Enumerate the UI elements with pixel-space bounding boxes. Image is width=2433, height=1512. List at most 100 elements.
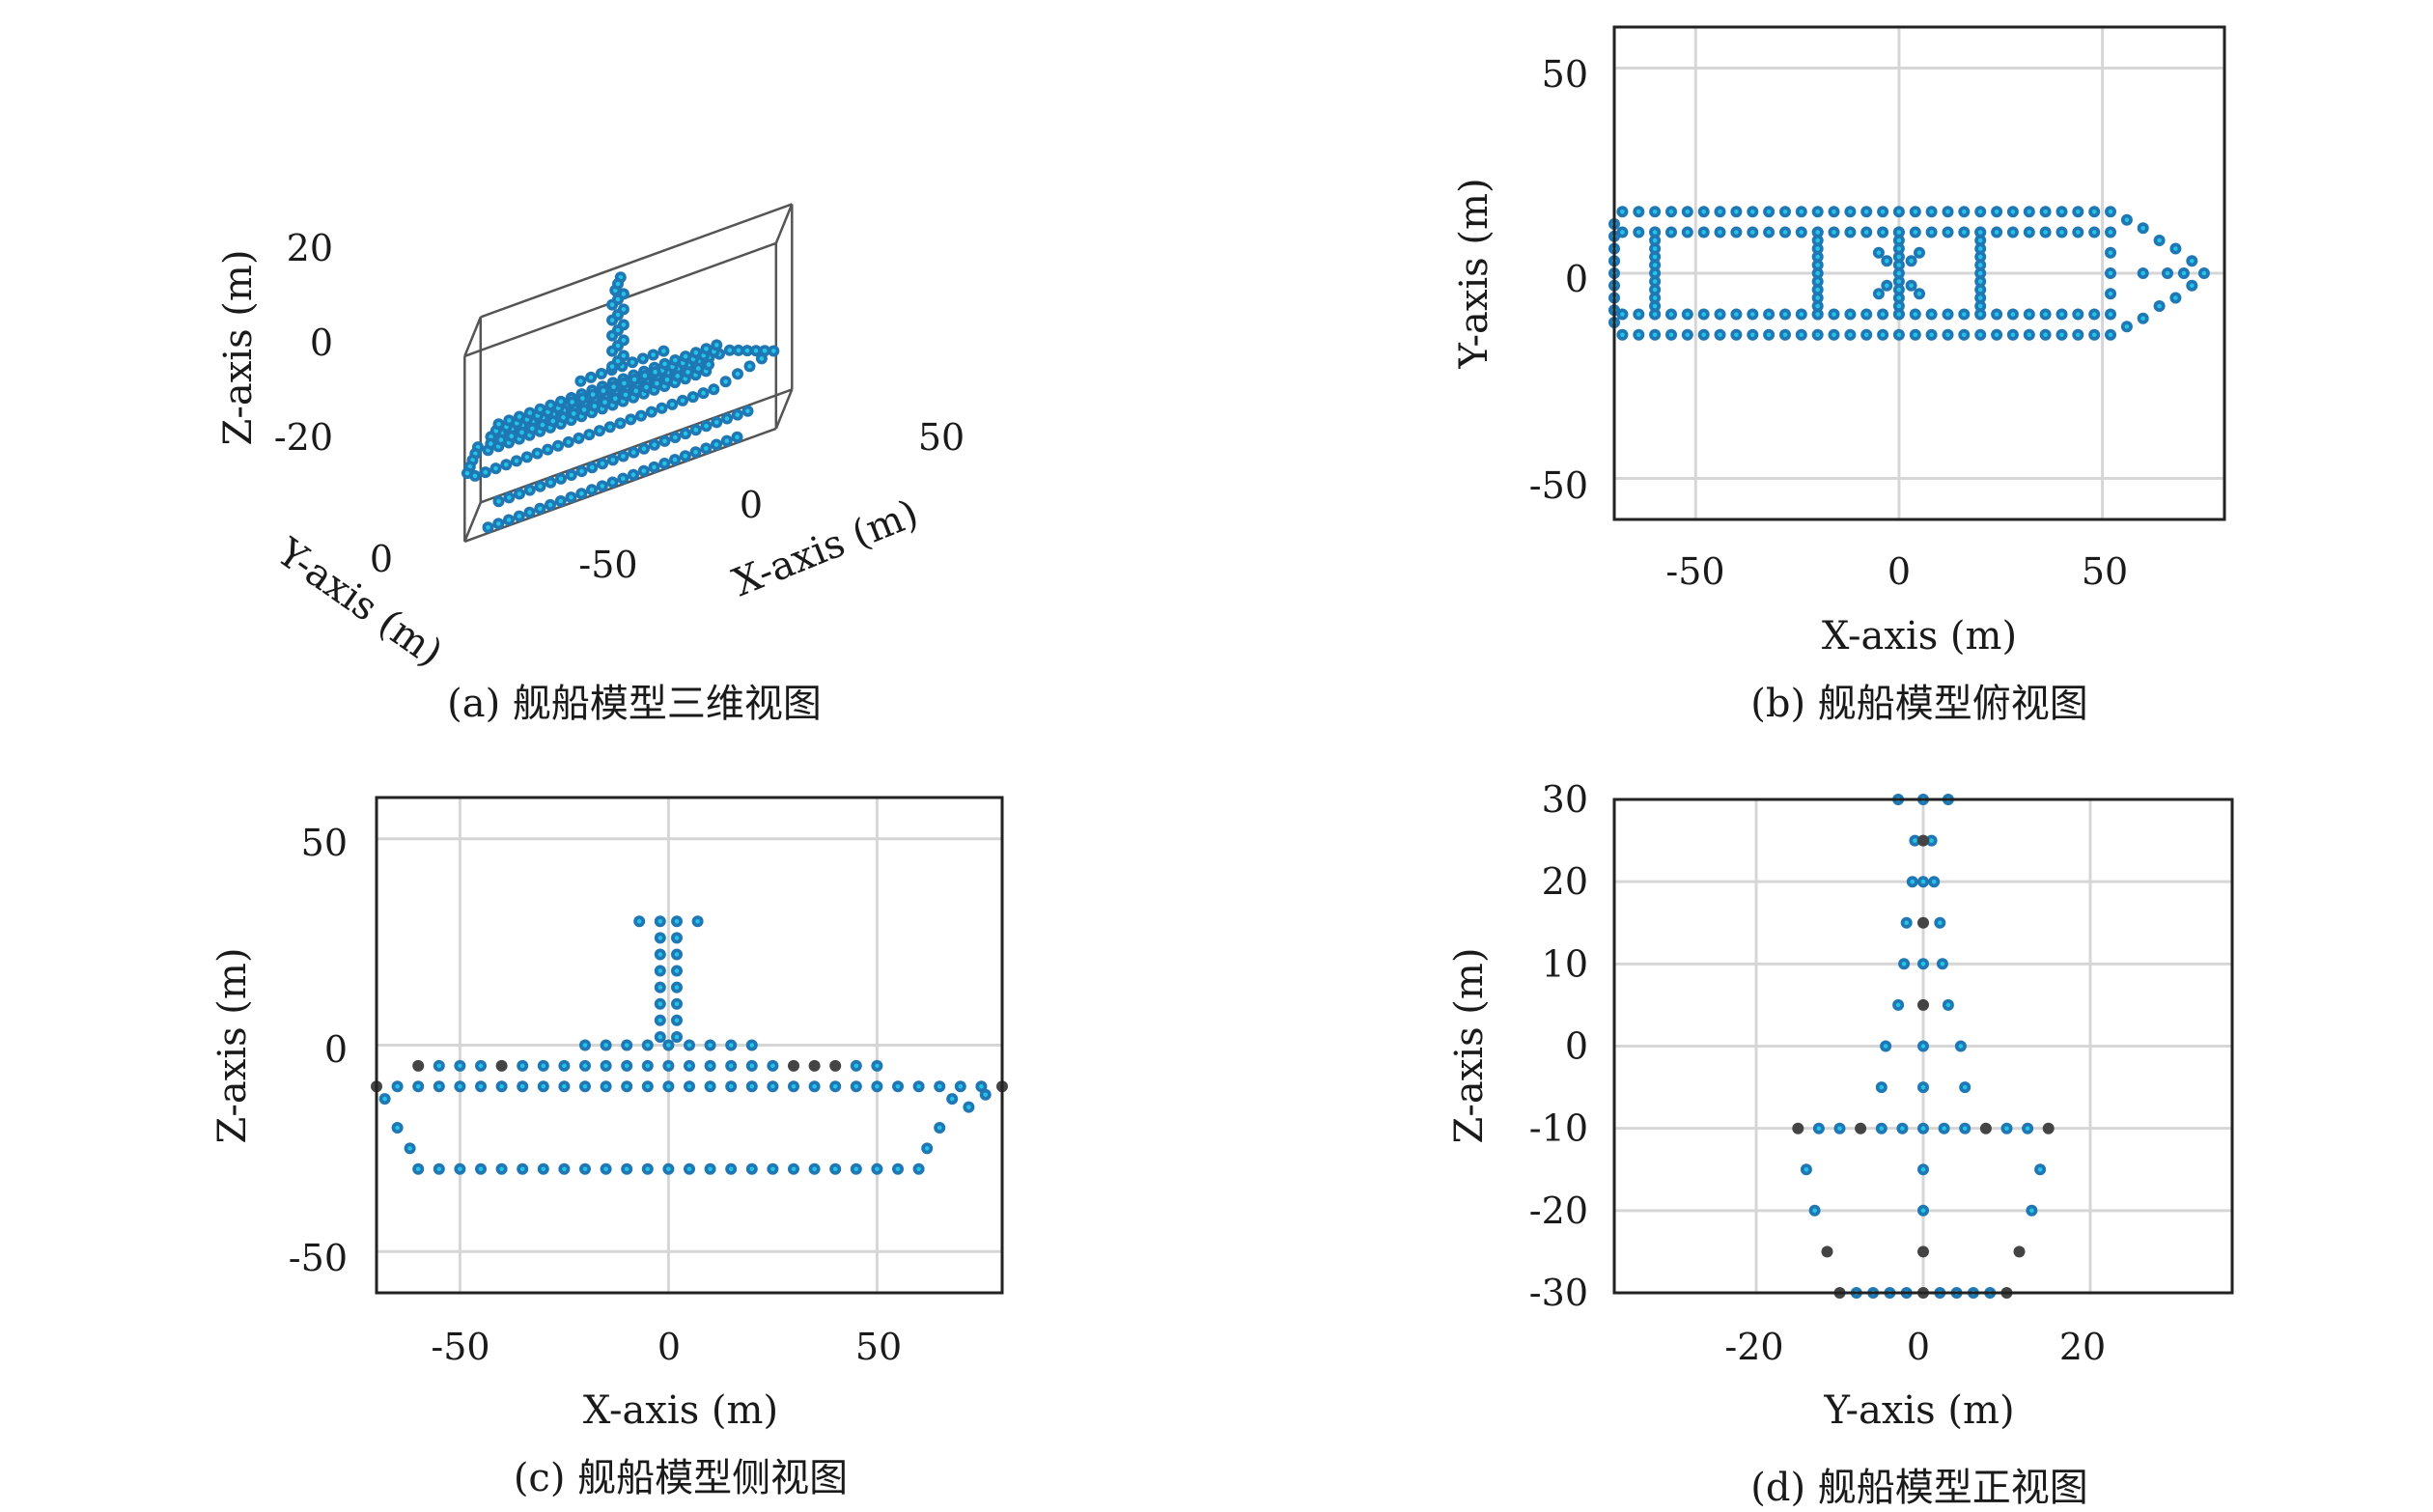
front-point [1925,834,1938,847]
ship-point [565,491,577,504]
side-super-point [725,1039,738,1051]
top-point [1665,308,1677,321]
plot-frame [375,796,1004,1295]
side-upper-point [871,1059,883,1072]
ship-point [575,465,588,478]
ship-point [719,376,732,388]
top-bar-point [1649,259,1662,271]
ship-point [585,371,598,383]
side-keel-point [517,1162,529,1175]
ship-point [638,370,651,382]
ship-point [606,314,619,326]
ship-point [731,408,743,421]
side-keel-point [454,1162,466,1175]
front-point [1880,1040,1892,1052]
top-bar-point [1811,242,1824,255]
ship-point [700,442,713,455]
side-deck-point [892,1080,904,1093]
x-axis-label: Y-axis (m) [1823,1388,2014,1433]
top-bar-point [1649,284,1662,295]
top-point [1991,226,2003,238]
top-point [1844,226,1857,238]
front-point [1936,958,1948,970]
side-hull-point [921,1142,934,1155]
ship-point [617,472,629,485]
top-point [1697,226,1710,238]
ship-point [597,458,608,470]
side-mast-point [654,1014,666,1026]
top-bow-point [2105,246,2116,259]
side-deck-point [621,1080,633,1093]
x-tick-neg50: -50 [1665,550,1724,593]
ship-point [534,480,546,492]
top-bar-point [1811,226,1824,238]
x-tick-50: 50 [918,416,965,459]
ship-point [597,384,609,397]
top-point [2039,308,2052,321]
ship-point [583,429,596,441]
top-point [1714,308,1726,321]
ship-point [686,391,699,404]
ship-point [689,446,702,459]
top-point [2055,328,2068,341]
front-point [1917,916,1929,929]
ship-point [573,432,585,444]
side-upper-point [579,1059,591,1072]
x-tick-0: 0 [1907,1326,1930,1368]
caption-a: (a) 舰船模型三维视图 [447,682,822,726]
ship-point [606,454,619,466]
ship-point [711,339,723,351]
top-bar-point [1811,275,1824,288]
top-bar-point [1974,242,1987,255]
front-hull-point [1808,1204,1821,1217]
top-bar-point [1649,292,1662,304]
top-point [1763,308,1776,321]
side-deck-point [954,1080,966,1093]
front-point [1909,834,1921,847]
top-point [1925,308,1938,321]
side-mast-top [691,915,704,928]
side-deck-point [641,1080,654,1093]
top-bar-point [1974,259,1987,271]
side-upper-point [850,1059,862,1072]
3d-scatter-points [461,271,780,534]
top-bar-point [1892,226,1905,238]
top-bar-point [1649,242,1662,255]
top-point [2039,206,2052,218]
side-deck-point [850,1080,862,1093]
ship-point [606,345,619,357]
side-deck-point [912,1080,925,1093]
side-deck-point [662,1080,675,1093]
side-mast-point [654,965,666,977]
top-point [1860,206,1873,218]
ship-point [492,518,505,530]
ship-point [595,368,607,379]
top-bar-point [1974,226,1987,238]
top-bar-point [1811,292,1824,304]
ship-point [606,360,619,373]
top-mast-point [1872,246,1885,259]
ship-point [587,388,600,401]
ship-point [658,434,671,447]
top-point [2072,206,2084,218]
z-tick-neg20: -20 [274,416,333,459]
side-deck-point [433,1080,445,1093]
top-point [2055,226,2068,238]
front-hull-point [2026,1204,2038,1217]
side-mast-point [671,965,683,977]
top-point [1681,206,1693,218]
side-upper-point [454,1059,466,1072]
top-point [1779,328,1791,341]
ship-point [586,484,598,496]
top-point [1714,226,1726,238]
top-point [2088,308,2101,321]
ship-point [562,435,574,448]
top-point [1877,226,1889,238]
front-hull-point [2013,1246,2026,1258]
top-point [2088,226,2101,238]
ship-point [554,495,567,507]
top-bar-point [1892,284,1905,295]
top-bar-point [1892,251,1905,263]
front-point [1917,1040,1929,1052]
top-bow-point [2137,267,2149,279]
